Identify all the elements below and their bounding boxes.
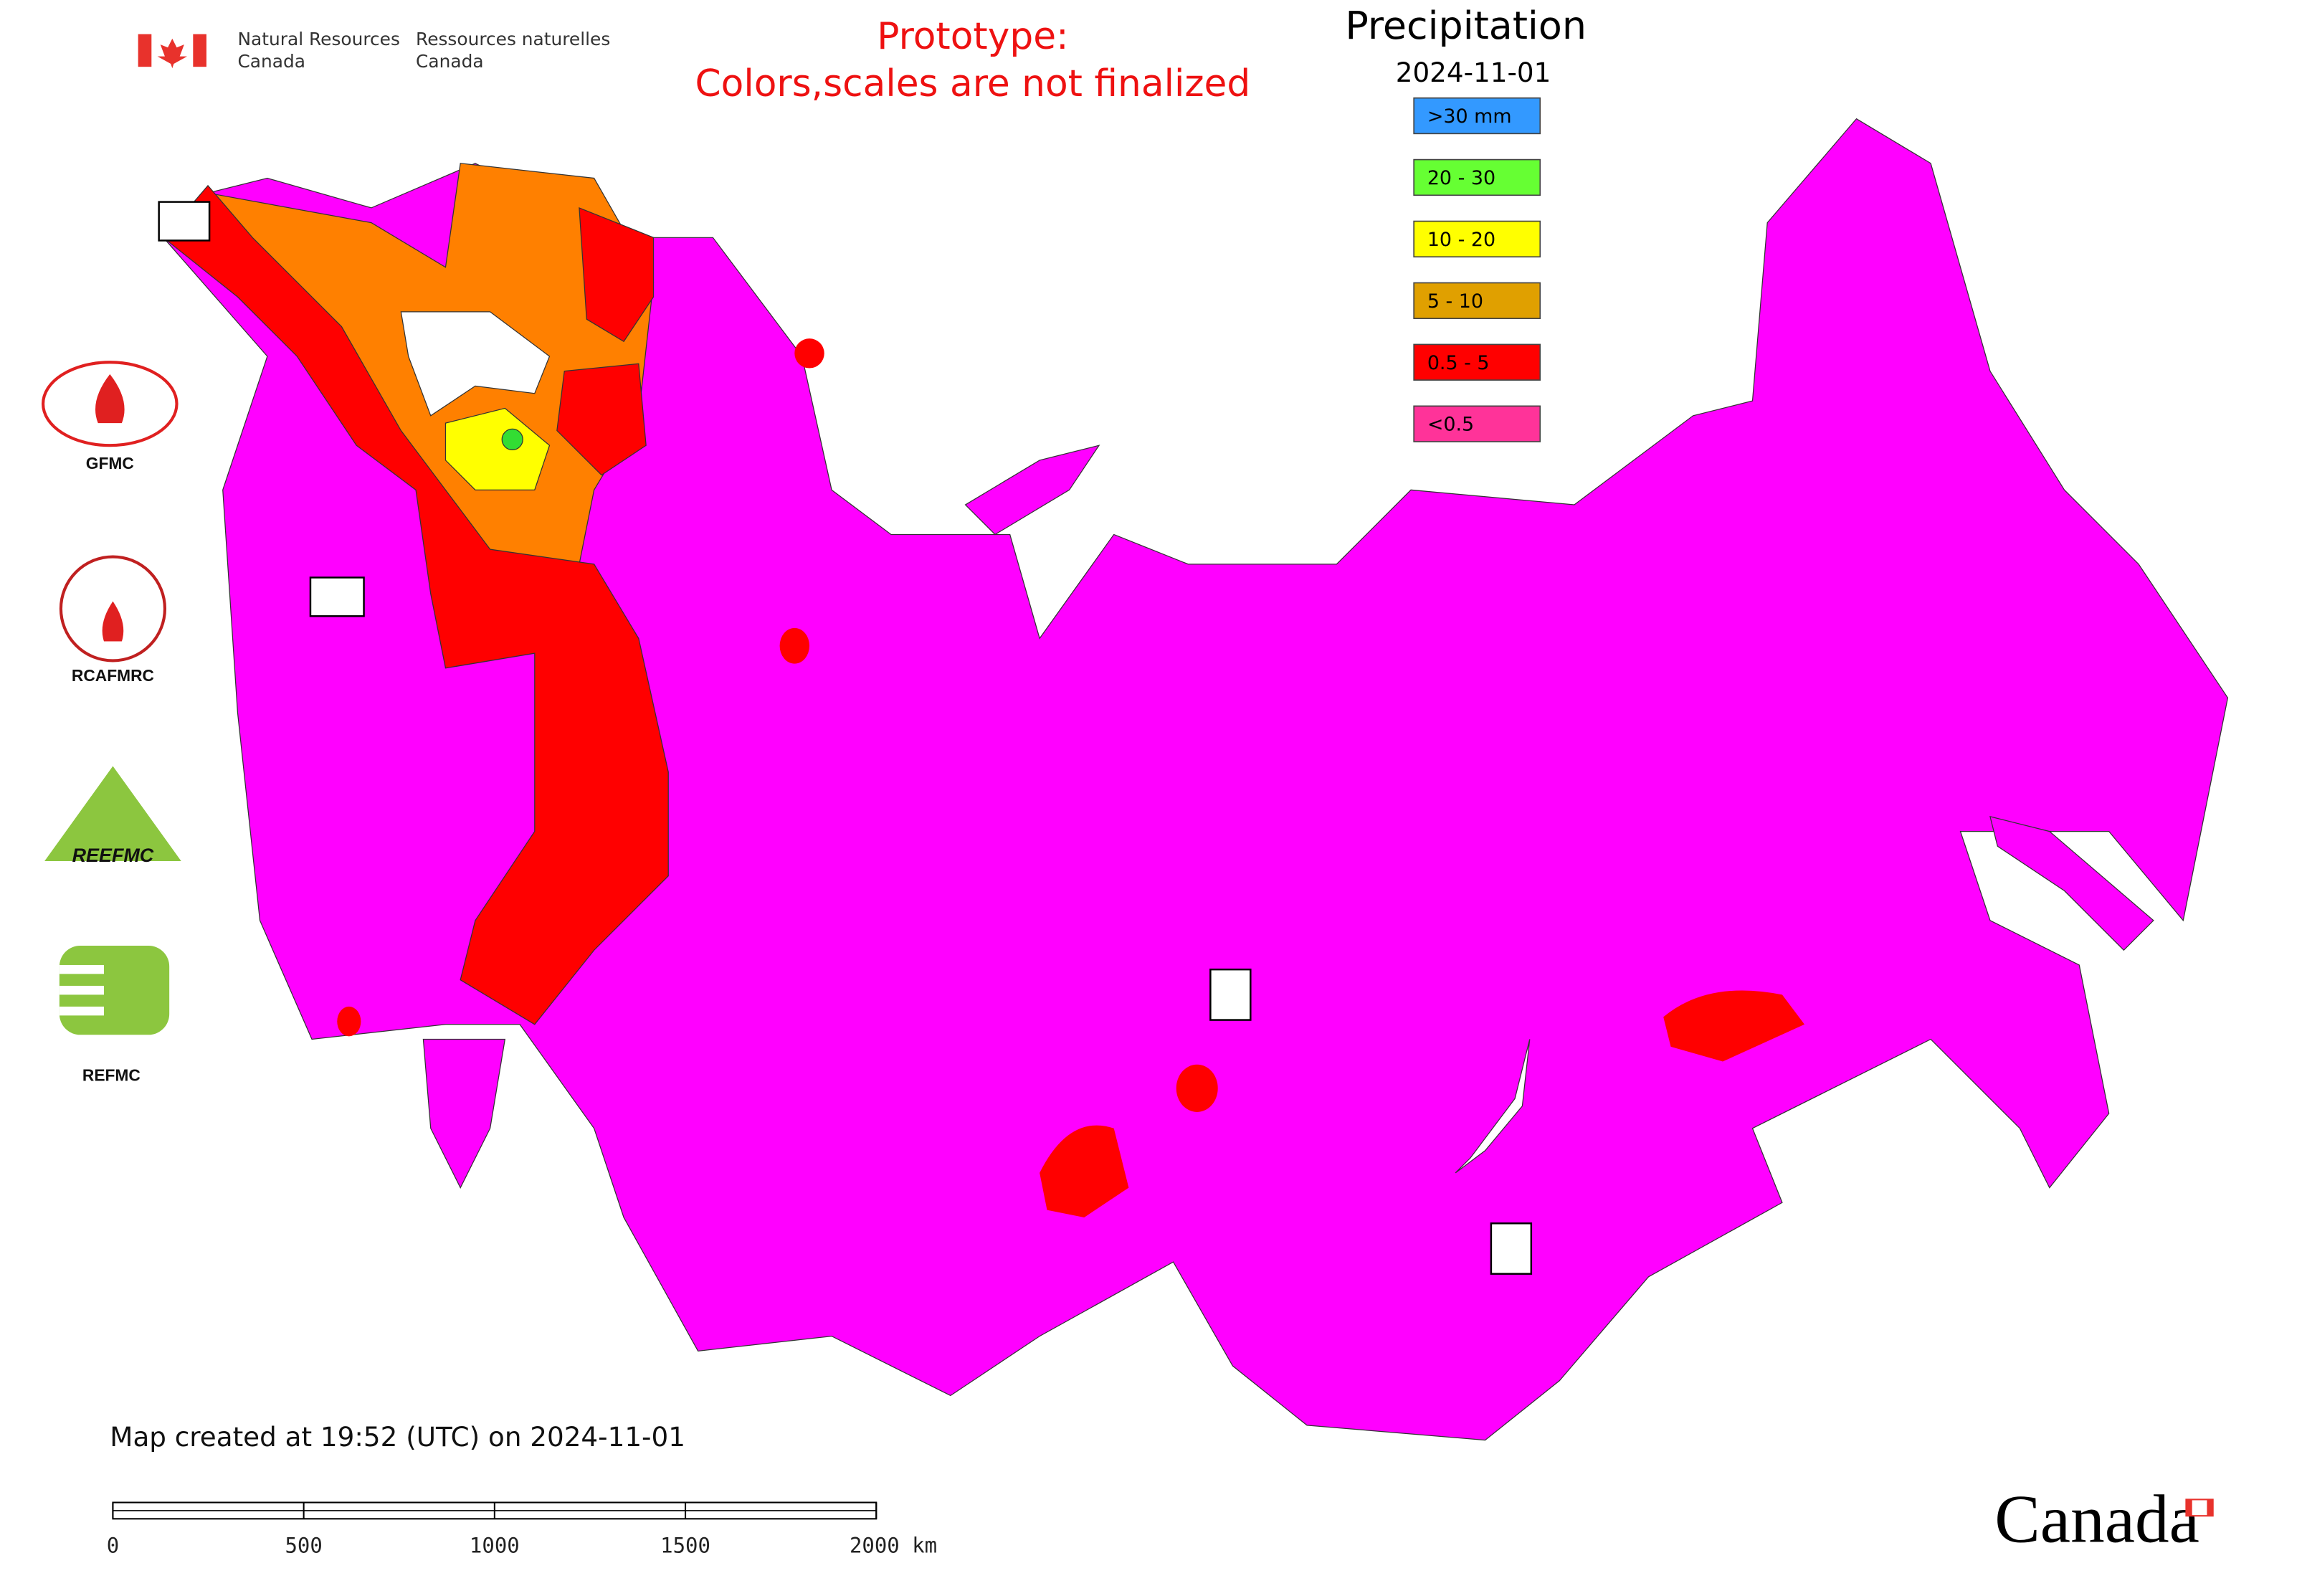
logo-label: GFMC	[86, 454, 134, 472]
region-high	[556, 363, 647, 476]
logo-stripe	[59, 964, 105, 974]
map-logo-box	[1490, 1222, 1533, 1275]
logo-label: RCAFMRC	[72, 666, 154, 685]
legend-swatch	[1413, 343, 1541, 381]
region-high	[579, 206, 655, 343]
region-low	[964, 445, 1100, 536]
notice: Prototype:	[877, 15, 1068, 58]
region-high	[162, 184, 669, 1025]
sea	[400, 311, 551, 417]
logo-label: REFMC	[82, 1065, 141, 1084]
wordmark-flag	[2207, 1499, 2213, 1516]
flag-bar	[138, 34, 152, 67]
region-high	[337, 1006, 361, 1037]
wordmark-flag	[2186, 1499, 2192, 1516]
legend-swatch	[1413, 405, 1541, 442]
scale-label: 0	[107, 1534, 119, 1558]
maple-leaf	[157, 38, 188, 69]
legend-label: 5 - 10	[1427, 290, 1483, 313]
flag-bar	[193, 34, 206, 67]
map-logo-box	[158, 201, 211, 242]
scale-label: 1000	[470, 1534, 520, 1558]
legend-label: 20 - 30	[1427, 167, 1495, 189]
logos: GFMC RCAFMRC REEFMC REFMC	[42, 361, 181, 1084]
agency-fr: Canada	[416, 51, 484, 72]
region-wet	[501, 428, 523, 451]
region-high	[794, 338, 824, 369]
header: Natural Resources Canada Ressources natu…	[138, 15, 1251, 105]
map-logo-box	[1209, 968, 1252, 1021]
region-high	[1176, 1064, 1218, 1112]
notice: Colors,scales are not finalized	[695, 62, 1251, 105]
scale-label: 1500	[660, 1534, 710, 1558]
logo-flame	[102, 601, 124, 642]
map-logo-box	[309, 576, 365, 617]
region-high	[1040, 1125, 1129, 1217]
map-logos	[158, 201, 1533, 1275]
lake-baikal	[1455, 1039, 1531, 1174]
wordmark: Canada	[1994, 1481, 2199, 1557]
scale-label: 500	[285, 1534, 322, 1558]
region-high	[1663, 990, 1805, 1062]
legend-label: <0.5	[1427, 414, 1474, 436]
legend-label: 0.5 - 5	[1427, 352, 1490, 374]
logo-stripe	[59, 985, 105, 995]
legend-label: 10 - 20	[1427, 229, 1495, 251]
legend-swatch	[1413, 220, 1541, 258]
agency-en: Canada	[237, 51, 305, 72]
logo-rcafmrc	[59, 555, 167, 662]
logo-stripe	[59, 1006, 105, 1016]
region-low	[422, 1038, 506, 1189]
scale-label: 2000 km	[850, 1534, 937, 1558]
region-low	[163, 118, 2229, 1441]
scale-bar: 0 500 1000 1500 2000 km	[107, 1501, 937, 1558]
region-low	[1989, 816, 2154, 951]
region-high	[779, 627, 810, 664]
created-note: Map created at 19:52 (UTC) on 2024-11-01	[110, 1421, 685, 1453]
legend-title: Precipitation	[1345, 3, 1587, 48]
region-mid	[444, 407, 551, 490]
legend-swatch	[1413, 282, 1541, 319]
legend-swatch	[1413, 158, 1541, 196]
logo-label: REEFMC	[72, 845, 154, 866]
agency-en: Natural Resources	[237, 29, 399, 49]
logo-gfmc	[42, 361, 179, 447]
logo-flame	[95, 374, 125, 424]
legend-date: 2024-11-01	[1396, 57, 1551, 88]
legend-label: >30 mm	[1427, 105, 1512, 128]
agency-fr: Ressources naturelles	[416, 29, 610, 49]
map-area	[162, 118, 2229, 1441]
logo-reefmc	[44, 766, 181, 862]
legend-swatch	[1413, 97, 1541, 135]
legend: Precipitation 2024-11-01 >30 mm 20 - 30 10…	[1345, 3, 1587, 442]
